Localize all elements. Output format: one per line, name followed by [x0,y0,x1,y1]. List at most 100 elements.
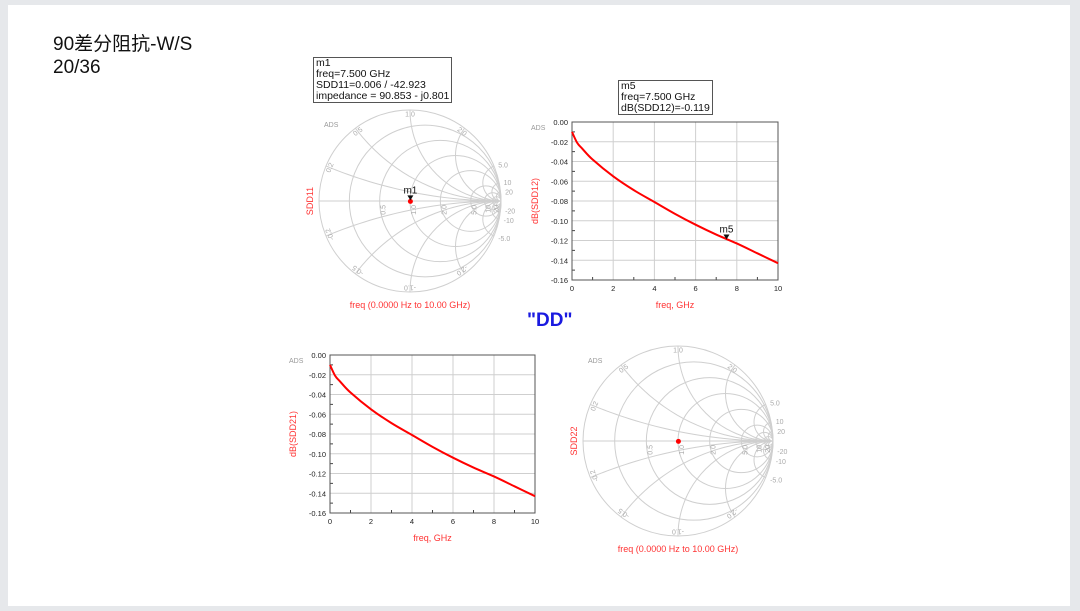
y-tick-label: -0.06 [309,410,326,419]
smith-boundary [318,109,502,293]
data-series-line [329,364,536,498]
reactance-tick-label: -0.2 [589,469,600,483]
reactance-tick-label: 2.0 [456,126,468,138]
marker-value: SDD11=0.006 / -42.923 [316,79,426,91]
smith-chart-0: 0.5 1.0 2.0 5.0 10 200.2-0.20.5-0.51.0-1.02.0… [305,109,515,310]
x-tick-label: 0 [328,517,332,526]
x-axis-label: freq (0.0000 Hz to 10.00 GHz) [618,544,739,554]
reactance-tick-label: -0.5 [617,506,631,519]
ads-watermark: ADS [531,125,546,132]
resistance-tick-label: 0.5 [647,445,654,455]
page-counter: 20/36 [53,57,101,78]
marker-freq: freq=7.500 GHz [316,68,391,80]
y-axis-label: dB(SDD21) [288,411,298,457]
x-tick-label: 6 [694,284,698,293]
marker-name: m1 [316,57,331,69]
group-label: "DD" [527,310,573,331]
x-tick-label: 4 [652,284,656,293]
marker-m5-readout: m5 freq=7.500 GHz dB(SDD12)=-0.119 [618,80,713,115]
y-tick-label: -0.14 [309,489,326,498]
x-tick-label: 4 [410,517,414,526]
y-tick-label: -0.12 [309,470,326,479]
reactance-tick-label: 1.0 [405,111,415,118]
reactance-tick-label: 10 [504,180,512,187]
resistance-tick-label: 5.0 [472,205,479,215]
reactance-tick-label: -10 [776,459,786,466]
y-axis-label: dB(SDD12) [530,178,540,224]
resistance-tick-label: 10 [485,205,492,213]
smith-boundary [582,345,774,537]
marker-label: m1 [403,185,417,196]
marker-label: m5 [720,225,734,236]
line-chart-1: 0 2 4 6 8 10 0.00 -0.02 -0.04 -0.06 -0.08 -0.10 -0.1… [530,118,782,310]
reactance-tick-label: -1.0 [404,284,416,291]
slide-title: 90差分阻抗-W/S 20/36 [53,33,192,79]
y-tick-label: -0.08 [309,430,326,439]
data-series-line [571,131,779,265]
x-axis-label: freq (0.0000 Hz to 10.00 GHz) [350,300,471,310]
reactance-tick-label: 1.0 [673,348,683,355]
resistance-tick-label: 10 [757,445,764,453]
reactance-tick-label: -0.2 [325,227,336,241]
x-axis-label: freq, GHz [413,533,452,543]
plot-frame [571,121,779,281]
resistance-tick-label: 5.0 [742,445,749,455]
line-chart-2: 0 2 4 6 8 10 0.00 -0.02 -0.04 -0.06 -0.08 -0.10 -0.1… [288,351,539,543]
reactance-tick-label: -1.0 [672,527,684,534]
marker-triangle [407,195,414,201]
marker-value: dB(SDD12)=-0.119 [621,102,710,114]
reactance-tick-label: 0.2 [590,401,600,413]
reactance-tick-label: -5.0 [770,477,782,484]
marker-freq: freq=7.500 GHz [621,91,696,103]
x-tick-label: 6 [451,517,455,526]
x-tick-label: 8 [735,284,739,293]
x-tick-label: 2 [369,517,373,526]
reactance-tick-label: -20 [505,209,515,216]
reactance-tick-label: -2.0 [455,263,469,276]
y-tick-label: -0.16 [309,509,326,518]
smith-grid [583,346,774,536]
reactance-tick-label: -20 [777,449,787,456]
reactance-tick-label: 20 [777,429,785,436]
y-tick-label: 0.00 [553,118,568,127]
reactance-tick-label: 20 [505,189,513,196]
y-tick-label: -0.10 [309,450,326,459]
reactance-arc [454,127,501,202]
y-axis-label: SDD22 [569,426,579,455]
y-tick-label: -0.16 [551,276,568,285]
data-point [675,438,681,444]
x-axis-label: freq, GHz [656,300,695,310]
reactance-arc [724,364,773,442]
marker-name: m5 [621,80,636,92]
resistance-tick-label: 0.5 [381,205,388,215]
reactance-tick-label: -2.0 [725,506,739,519]
marker-triangle [723,234,730,240]
x-tick-label: 8 [492,517,496,526]
smith-chart-3: 0.5 1.0 2.0 5.0 10 200.2-0.20.5-0.51.0-1.02.0… [569,345,787,554]
data-point [407,198,413,204]
marker-impedance: impedance = 90.853 - j0.801 [316,90,450,102]
reactance-tick-label: 0.2 [325,162,335,174]
y-axis-label: SDD11 [305,187,315,215]
resistance-tick-label: 1.0 [411,205,418,215]
y-tick-label: -0.14 [551,256,568,265]
x-tick-label: 10 [774,284,782,293]
x-tick-label: 10 [531,517,539,526]
resistance-tick-label: 2.0 [711,445,718,455]
resistance-tick-label: 1.0 [679,445,686,455]
y-tick-label: -0.04 [309,391,326,400]
reactance-tick-label: 0.5 [352,126,364,138]
y-tick-label: -0.10 [551,217,568,226]
marker-m1-readout: m1 freq=7.500 GHz SDD11=0.006 / -42.923 … [313,57,453,103]
title-text: 90差分阻抗-W/S [53,34,193,55]
reactance-tick-label: 10 [776,419,784,426]
y-tick-label: -0.12 [551,237,568,246]
y-tick-label: -0.02 [309,371,326,380]
resistance-tick-label: 2.0 [441,205,448,215]
reactance-tick-label: 5.0 [770,401,780,408]
y-tick-label: -0.02 [551,138,568,147]
ads-watermark: ADS [289,358,304,365]
y-tick-label: -0.06 [551,177,568,186]
x-tick-label: 0 [570,284,574,293]
